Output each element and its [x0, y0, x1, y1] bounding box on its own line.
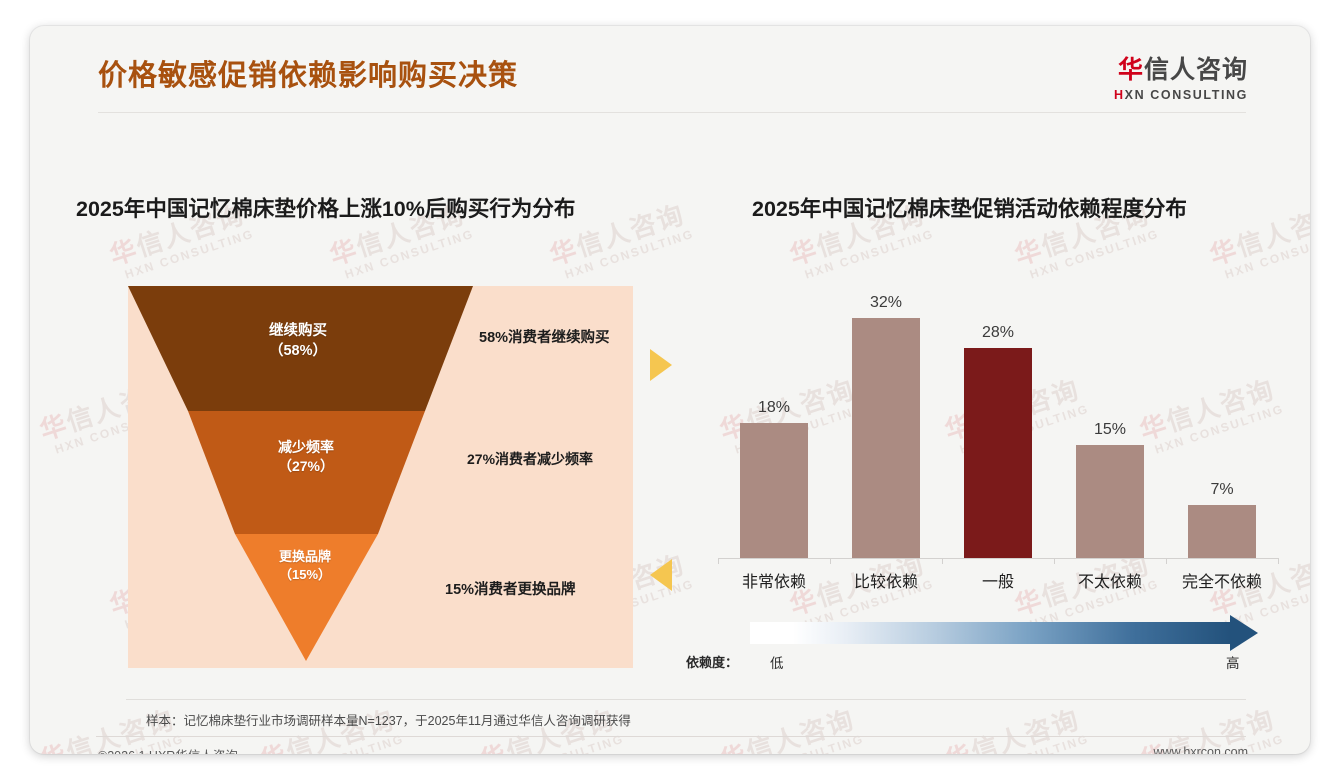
- funnel-segment-2-shape: [188, 411, 425, 534]
- bar-value-label: 15%: [1093, 421, 1127, 438]
- bar-value-label: 32%: [869, 294, 903, 311]
- funnel-segment-2-label-line1: 减少频率: [278, 439, 334, 455]
- bar-column[interactable]: 28%: [942, 288, 1054, 558]
- funnel-segment-1-label-line1: 继续购买: [269, 323, 327, 339]
- bar-3[interactable]: [964, 348, 1032, 558]
- bar-column[interactable]: 18%: [718, 288, 830, 558]
- axis-tick: [942, 558, 943, 564]
- logo-english: HXN CONSULTING: [1114, 89, 1248, 102]
- bar-4[interactable]: [1076, 445, 1144, 558]
- bar-column[interactable]: 15%: [1054, 288, 1166, 558]
- funnel-segment-2-label-line2: （27%）: [277, 457, 335, 474]
- logo-chinese-rest: 信人咨询: [1143, 56, 1248, 84]
- funnel-segment-1-shape: [128, 286, 473, 411]
- funnel-segment-3-label: 更换品牌 （15%）: [210, 548, 400, 583]
- source-footnote: 样本：记忆棉床垫行业市场调研样本量N=1237，于2025年11月通过华信人咨询…: [146, 714, 631, 728]
- bar-value-label: 18%: [757, 399, 791, 416]
- legend-high-label: 高: [1226, 656, 1240, 671]
- footer-divider: [96, 736, 1246, 737]
- logo-chinese: 华信人咨询: [1114, 58, 1248, 83]
- bar-column[interactable]: 32%: [830, 288, 942, 558]
- bar-2[interactable]: [852, 318, 920, 558]
- funnel-segment-1-label-line2: （58%）: [268, 342, 328, 359]
- funnel-segment-1-label: 继续购买 （58%）: [198, 322, 398, 361]
- bar-column[interactable]: 7%: [1166, 288, 1278, 558]
- bar-category-label: 比较依赖: [853, 574, 918, 591]
- bar-category-label: 一般: [981, 574, 1014, 591]
- legend-title: 依赖度：: [686, 655, 739, 670]
- bar-5[interactable]: [1188, 505, 1256, 558]
- axis-tick: [1278, 558, 1279, 564]
- footer-copyright: ©2026.1 HXR华信人咨询: [98, 745, 238, 754]
- company-logo: 华信人咨询 HXN CONSULTING: [1114, 58, 1248, 102]
- axis-tick: [1166, 558, 1167, 564]
- triangle-right-icon: [650, 349, 672, 381]
- dependency-gradient-legend: 依赖度： 低 高: [686, 615, 1278, 674]
- funnel-annotation-2: 27%消费者减少频率: [467, 451, 594, 467]
- axis-tick: [830, 558, 831, 564]
- gradient-bar: [750, 622, 1230, 644]
- slide-card: 华信人咨询 HXN CONSULTING 华信人咨询 HXN CONSULTING 华信…: [30, 26, 1310, 754]
- legend-low-label: 低: [770, 656, 784, 671]
- bar-category-label: 不太依赖: [1077, 574, 1142, 591]
- axis-tick: [1054, 558, 1055, 564]
- funnel-chart: 继续购买 （58%） 减少频率 （27%） 更换品牌 （15%） 58%消费者继…: [128, 286, 633, 668]
- bar-value-label: 28%: [981, 324, 1015, 341]
- slide-header: 价格敏感促销依赖影响购买决策 华信人咨询 HXN CONSULTING: [30, 26, 1310, 114]
- funnel-segment-2-label: 减少频率 （27%）: [206, 438, 406, 476]
- funnel-segment-3-label-line2: （15%）: [278, 566, 332, 582]
- right-chart-title: 2025年中国记忆棉床垫促销活动依赖程度分布: [752, 197, 1187, 221]
- bar-1[interactable]: [740, 423, 808, 558]
- left-chart-title: 2025年中国记忆棉床垫价格上涨10%后购买行为分布: [76, 197, 576, 221]
- logo-english-rest: XN CONSULTING: [1124, 88, 1248, 102]
- funnel-annotation-1: 58%消费者继续购买: [479, 330, 610, 346]
- page-title: 价格敏感促销依赖影响购买决策: [98, 60, 519, 92]
- logo-chinese-first-char: 华: [1117, 56, 1144, 84]
- bar-value-label: 7%: [1210, 481, 1234, 498]
- gradient-arrow-icon: [1230, 615, 1258, 651]
- logo-english-first-char: H: [1114, 88, 1125, 102]
- bar-chart: 18% 32% 28% 15% 7%: [718, 288, 1278, 558]
- axis-tick: [718, 558, 719, 564]
- bar-category-label: 完全不依赖: [1181, 574, 1262, 591]
- funnel-annotation-3: 15%消费者更换品牌: [445, 582, 576, 598]
- footnote-divider: [126, 699, 1246, 700]
- funnel-segment-3-label-line1: 更换品牌: [278, 549, 331, 564]
- funnel-segment-3-shape: [235, 534, 378, 661]
- bar-category-label: 非常依赖: [741, 574, 806, 591]
- triangle-left-icon: [650, 559, 672, 591]
- footer-website: www.hxrcon.com: [1153, 745, 1248, 754]
- bar-chart-axis-line: [718, 558, 1278, 559]
- funnel-shape-svg: [128, 286, 473, 661]
- header-divider: [98, 112, 1246, 113]
